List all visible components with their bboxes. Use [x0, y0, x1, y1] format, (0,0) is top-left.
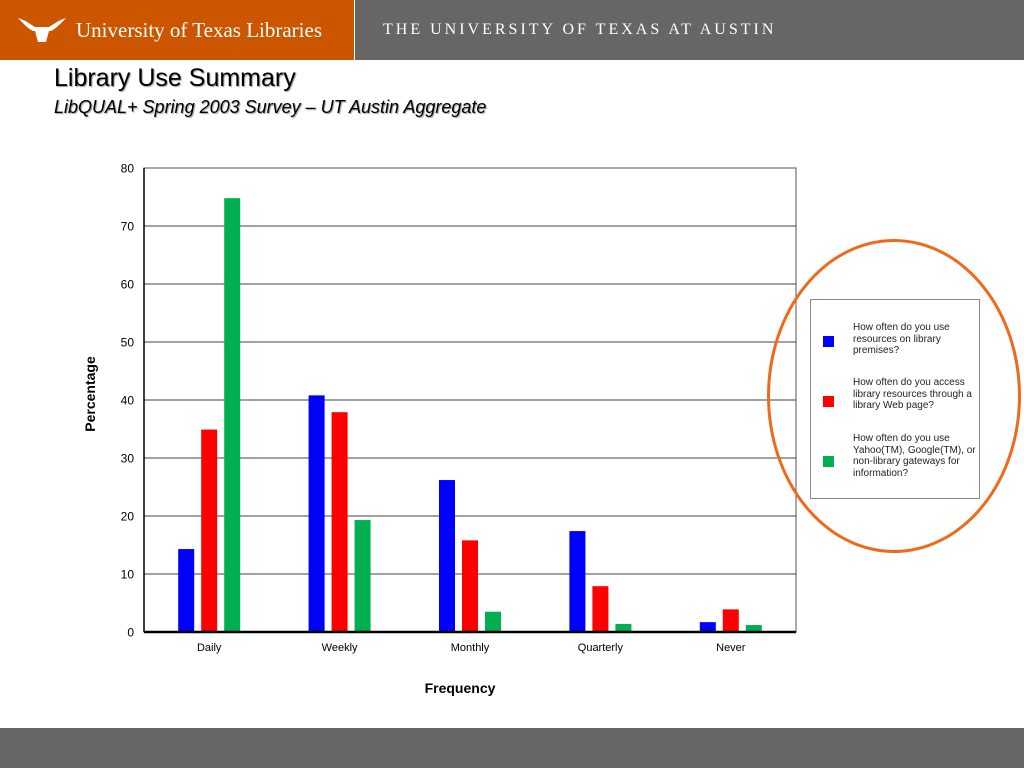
bar-weekly-2	[331, 412, 348, 632]
library-name: University of Texas Libraries	[76, 17, 322, 42]
x-tick-label: Never	[716, 642, 746, 654]
x-tick-label: Monthly	[451, 642, 490, 654]
legend-swatch-blue	[823, 336, 834, 347]
y-tick-label: 80	[121, 162, 135, 176]
bar-daily-1	[178, 549, 195, 632]
legend-label: How often do you access library resource…	[853, 377, 972, 411]
bar-never-1	[699, 622, 716, 632]
bar-daily-3	[224, 198, 241, 632]
bar-monthly-1	[439, 480, 455, 632]
university-name: THE UNIVERSITY OF TEXAS AT AUSTIN	[383, 21, 777, 38]
legend-label: How often do you use resources on librar…	[853, 322, 950, 356]
university-banner[interactable]: THE UNIVERSITY OF TEXAS AT AUSTIN	[355, 0, 1024, 60]
x-axis-label: Frequency	[425, 680, 496, 696]
y-axis-label: Percentage	[82, 356, 98, 432]
y-tick-label: 60	[121, 278, 135, 292]
y-tick-label: 20	[121, 510, 135, 524]
y-tick-label: 40	[121, 394, 135, 408]
bar-monthly-2	[462, 540, 478, 632]
bar-never-2	[722, 609, 739, 632]
y-tick-label: 70	[121, 220, 135, 234]
footer-bar	[0, 728, 1024, 768]
y-tick-label: 50	[121, 336, 135, 350]
y-tick-label: 0	[127, 626, 134, 640]
slide-subtitle: LibQUAL+ Spring 2003 Survey – UT Austin …	[54, 97, 487, 117]
chart-legend: How often do you use resources on librar…	[810, 299, 980, 499]
y-tick-label: 30	[121, 452, 135, 466]
library-banner[interactable]: University of Texas Libraries	[0, 0, 354, 60]
bar-weekly-3	[354, 520, 371, 632]
bar-monthly-3	[485, 611, 501, 632]
x-tick-label: Daily	[197, 642, 222, 654]
bar-quarterly-1	[569, 531, 586, 632]
y-tick-label: 10	[121, 568, 135, 582]
x-tick-label: Weekly	[322, 642, 358, 654]
bar-quarterly-2	[592, 586, 609, 632]
bar-chart: 0 10 20 30 40 50 60 70 80 Daily Weekly Monthly Quar…	[82, 162, 797, 696]
bar-weekly-1	[308, 395, 325, 632]
bar-quarterly-3	[615, 623, 632, 632]
bars	[178, 198, 762, 632]
slide-title: Library Use Summary	[54, 64, 296, 92]
header-banner: University of Texas Libraries THE UNIVER…	[0, 0, 1024, 60]
legend-swatch-red	[823, 396, 834, 407]
bar-never-3	[745, 625, 762, 632]
y-tick-labels: 0 10 20 30 40 50 60 70 80	[121, 162, 135, 640]
legend-swatch-green	[823, 456, 834, 467]
x-tick-label: Quarterly	[578, 642, 624, 654]
bar-daily-2	[201, 429, 218, 632]
x-tick-labels: Daily Weekly Monthly Quarterly Never	[197, 642, 746, 654]
legend-label: How often do you use Yahoo(TM), Google(T…	[853, 433, 976, 479]
longhorn-logo-icon	[18, 18, 66, 42]
gridlines	[144, 167, 796, 575]
